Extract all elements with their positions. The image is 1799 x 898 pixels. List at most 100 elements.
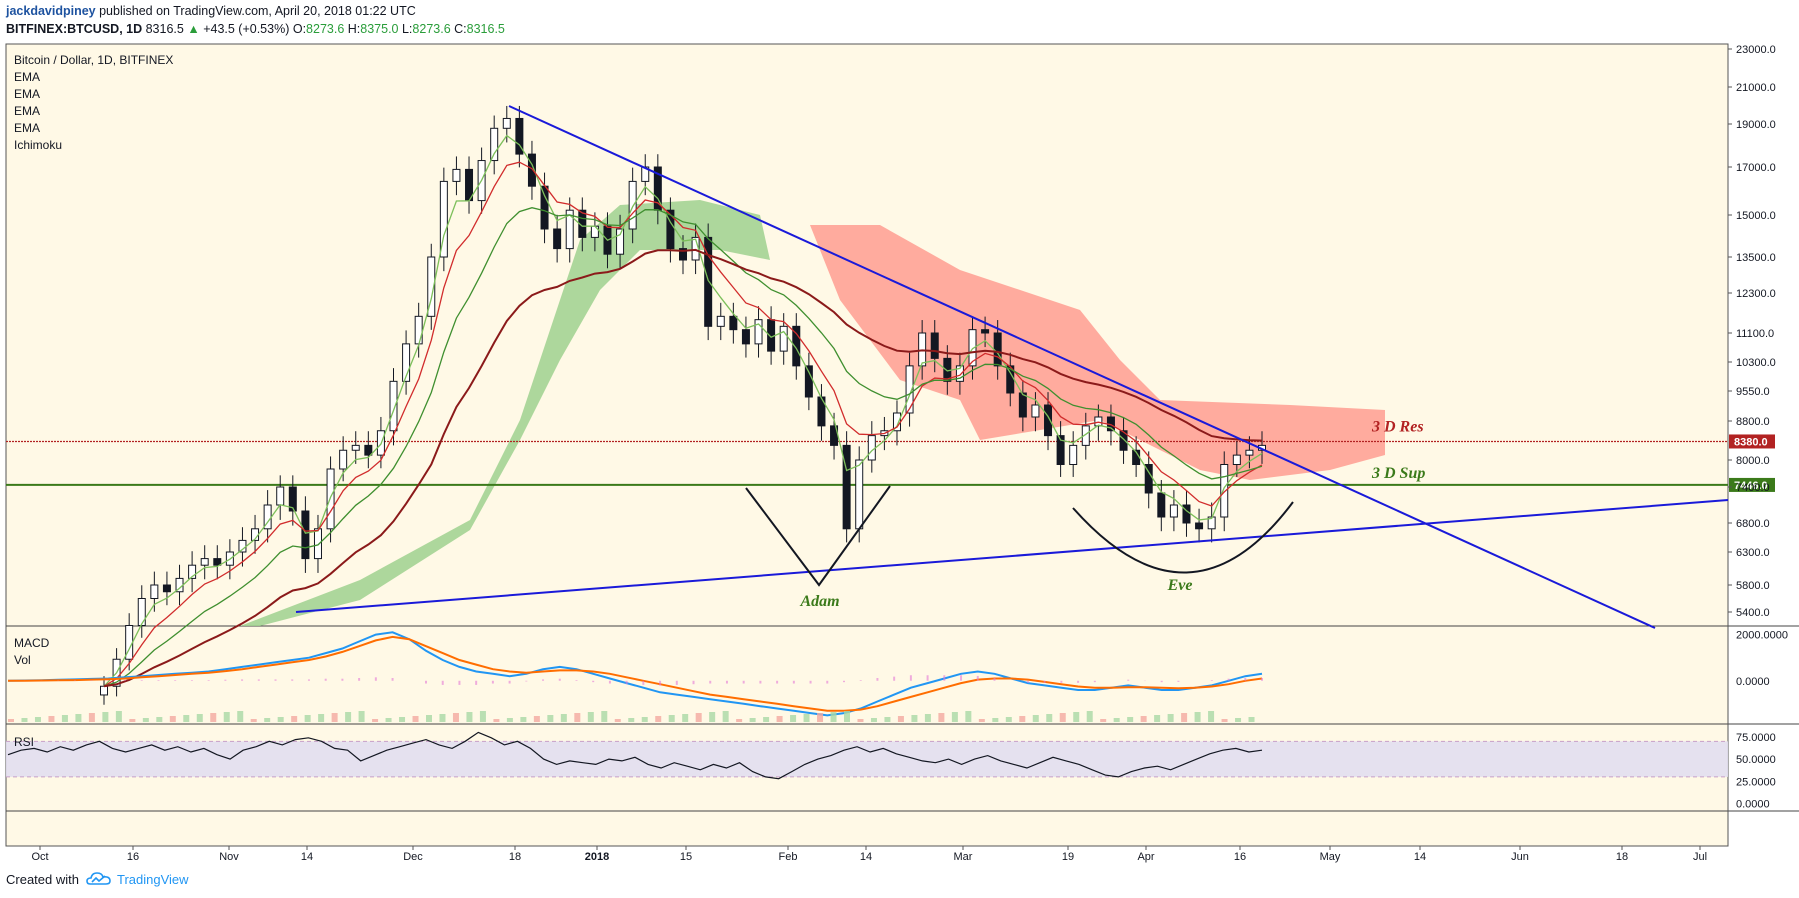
study-label[interactable]: EMA [14, 121, 40, 135]
candle [490, 127, 499, 162]
low-label: L: [401, 22, 413, 36]
price-tick-label: 15000.0 [1736, 210, 1776, 222]
candle [540, 185, 549, 230]
price-tick-label: 19000.0 [1736, 119, 1776, 131]
price-tick-label: 21000.0 [1736, 82, 1776, 94]
ema-line [103, 161, 1263, 687]
volume-bar [574, 713, 581, 722]
candle [402, 343, 411, 382]
rsi-tick-label: 0.0000 [1736, 799, 1770, 811]
volume-bar [8, 719, 14, 722]
rsi-line [7, 731, 1263, 780]
candle [628, 180, 637, 230]
volume-bar [115, 711, 122, 722]
candle [1056, 435, 1065, 465]
volume-bar [1032, 715, 1039, 722]
plot-background [5, 43, 1729, 847]
eve-label: Eve [1167, 577, 1193, 594]
price-tick-label: 8000.0 [1736, 455, 1770, 467]
volume-bar [628, 718, 635, 722]
volume-bar [722, 711, 729, 722]
time-tick-label: 18 [1616, 851, 1628, 863]
volume-bar [978, 719, 985, 722]
high-value: 8375.0 [360, 22, 399, 36]
descending-trendline[interactable] [508, 105, 1656, 629]
volume-bar [358, 711, 365, 722]
volume-bar [129, 719, 136, 722]
time-tick-label: Jul [1693, 851, 1707, 863]
open-label: O: [292, 22, 307, 36]
candle [1018, 392, 1027, 418]
volume-bar [210, 713, 217, 722]
eve-curve[interactable] [1072, 501, 1294, 574]
candle [741, 329, 750, 345]
candle [427, 256, 436, 317]
volume-bar [641, 717, 648, 722]
ohlc-line: BITFINEX:BTCUSD, 1D 8316.5 ▲ +43.5 (+0.5… [6, 22, 505, 36]
volume-bar [857, 719, 864, 722]
volume-bar [844, 711, 850, 722]
candle [1169, 504, 1178, 518]
price-tick-label: 9550.0 [1736, 386, 1770, 398]
candle [1220, 464, 1229, 518]
volume-bar [695, 713, 702, 722]
volume-bar [1046, 714, 1053, 722]
candle [993, 332, 1002, 367]
time-tick-label: Dec [403, 851, 423, 863]
volume-title: Vol [14, 653, 31, 667]
level-price-tag [1729, 477, 1775, 492]
candle [754, 319, 763, 345]
macd-tick-label: 2000.0000 [1736, 630, 1788, 642]
change-text: +43.5 (+0.53%) [203, 22, 290, 36]
candle [150, 584, 159, 599]
ascending-trendline[interactable] [295, 499, 1729, 613]
open-value: 8273.6 [306, 22, 345, 36]
volume-bar [911, 715, 918, 722]
candle [1044, 404, 1053, 437]
volume-bar [965, 711, 972, 722]
created-with-text: Created with [6, 872, 79, 887]
candle [502, 117, 511, 129]
volume-bar [318, 714, 325, 722]
candle [1119, 430, 1128, 451]
price-tick-label: 5400.0 [1736, 607, 1770, 619]
adam-v-shape[interactable] [745, 485, 891, 587]
time-tick-label: 2018 [585, 851, 609, 863]
volume-bar [1086, 711, 1093, 722]
volume-bar [1167, 714, 1174, 722]
time-tick-label: 15 [680, 851, 692, 863]
time-tick-label: 16 [1234, 851, 1246, 863]
candle [364, 444, 373, 456]
volume-bar [1127, 717, 1134, 722]
candle [616, 228, 625, 255]
candle [188, 564, 197, 579]
rsi-band [6, 741, 1728, 777]
candle [842, 444, 851, 530]
volume-bar [399, 717, 406, 722]
volume-bar [1208, 711, 1215, 722]
candle [779, 325, 788, 352]
candle [200, 558, 209, 566]
volume-bar [1194, 712, 1201, 722]
volume-bar [61, 715, 68, 722]
volume-bar [1019, 716, 1026, 722]
volume-bar [830, 712, 837, 722]
price-tick-label: 8800.0 [1736, 416, 1770, 428]
volume-bar [1140, 716, 1147, 722]
author-link[interactable]: jackdavidpiney [6, 4, 96, 18]
rsi-tick-label: 75.0000 [1736, 732, 1776, 744]
candle [389, 380, 398, 432]
volume-bar [1221, 719, 1228, 722]
candle [792, 325, 801, 367]
tradingview-link[interactable]: TradingView [117, 872, 189, 887]
volume-bar [803, 714, 810, 722]
study-label[interactable]: EMA [14, 104, 40, 118]
study-label[interactable]: Ichimoku [14, 138, 62, 152]
volume-bar [870, 718, 877, 722]
volume-bar [520, 717, 527, 722]
high-label: H: [347, 22, 361, 36]
study-label[interactable]: EMA [14, 87, 40, 101]
volume-bar [479, 711, 486, 722]
study-label[interactable]: EMA [14, 70, 40, 84]
